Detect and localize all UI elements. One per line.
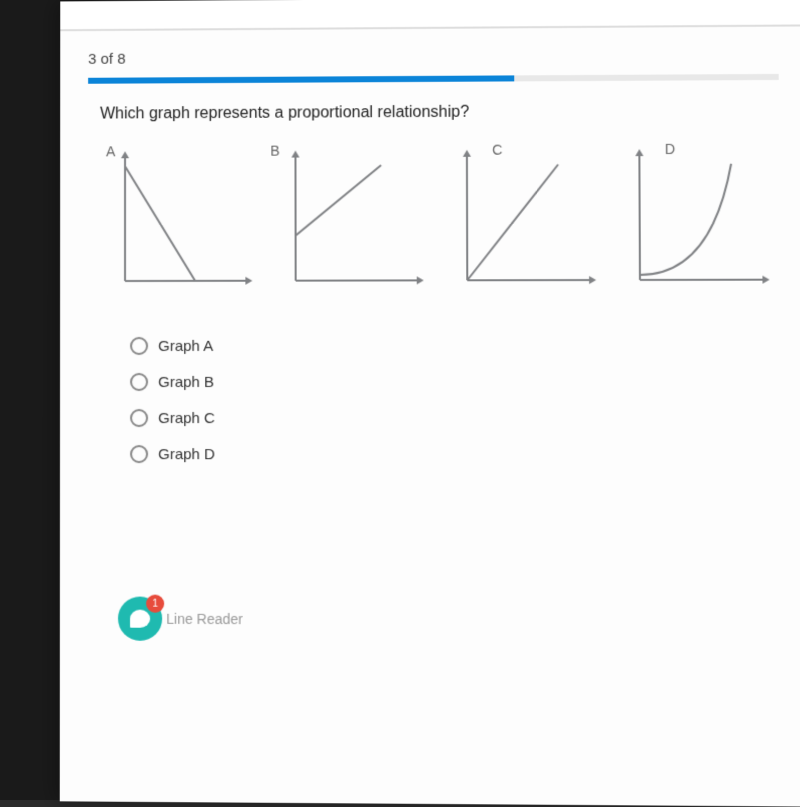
progress-track [88,74,779,84]
graph-d: D [614,138,788,300]
option-label: Graph B [158,373,214,390]
device-frame: 3 of 8 Which graph represents a proporti… [0,0,800,800]
radio-icon[interactable] [130,409,148,427]
graph-a: A [100,141,270,301]
radio-icon[interactable] [130,373,148,391]
progress-section: 3 of 8 [60,26,800,87]
chat-bubble-icon[interactable]: 1 [118,597,162,641]
line-reader-widget[interactable]: 1 Line Reader [118,597,243,642]
options-list: Graph A Graph B Graph C Graph D [60,308,800,492]
notification-badge: 1 [146,595,164,613]
option-c[interactable]: Graph C [130,409,781,427]
quiz-page: 3 of 8 Which graph represents a proporti… [60,0,800,807]
question-counter: 3 of 8 [88,47,778,68]
graph-label: C [492,142,502,158]
graph-label: B [270,143,279,159]
radio-icon[interactable] [130,337,148,355]
option-label: Graph C [158,410,215,427]
option-label: Graph D [158,446,215,463]
option-label: Graph A [158,337,213,354]
option-a[interactable]: Graph A [130,336,780,355]
question-text: Which graph represents a proportional re… [60,84,800,134]
graph-label: A [106,143,115,159]
line-reader-label: Line Reader [166,611,243,627]
option-b[interactable]: Graph B [130,373,780,391]
graph-c: C [442,139,615,300]
radio-icon[interactable] [130,445,148,463]
graph-b: B [270,140,442,301]
option-d[interactable]: Graph D [130,445,781,464]
graphs-row: A B C D [60,130,800,309]
graph-label: D [665,141,675,157]
progress-fill [88,75,514,83]
